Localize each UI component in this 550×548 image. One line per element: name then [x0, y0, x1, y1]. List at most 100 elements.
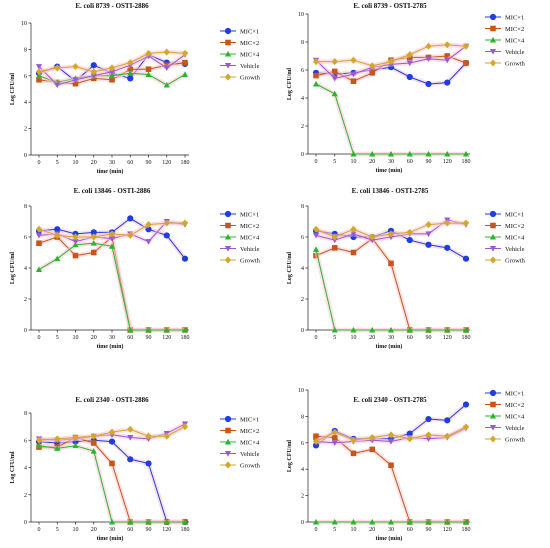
legend-label-growth: Growth [240, 462, 261, 469]
y-tick-label: 6 [24, 74, 27, 80]
legend-label-growth: Growth [240, 257, 261, 264]
data-point-growth [145, 221, 152, 229]
data-point-micx4 [145, 518, 152, 525]
x-tick-label: 180 [462, 159, 471, 165]
x-tick-label: 30 [388, 527, 394, 533]
x-tick-label: 30 [109, 335, 115, 341]
data-point-micx4 [35, 72, 43, 79]
data-point-micx4 [35, 442, 43, 449]
y-tick-label: 4 [24, 266, 27, 272]
x-tick-label: 180 [462, 527, 471, 533]
data-point-micx2 [350, 78, 357, 84]
data-point-micx4 [108, 518, 116, 525]
data-point-growth [145, 49, 152, 57]
chart-title: E. coli 2340 - OSTI-2785 [353, 396, 427, 404]
data-point-growth [54, 64, 61, 72]
series-growth [35, 423, 189, 444]
x-tick-label: 0 [315, 335, 318, 341]
legend-label-vehicle: Vehicle [505, 49, 525, 56]
y-tick-label: 6 [301, 441, 304, 447]
x-tick-label: 20 [369, 159, 375, 165]
series-line [315, 237, 466, 331]
chart-panel-3: E. coli 13846 - OSTI-2886 0 2 4 6 8 0 5 10 20 30 60… [10, 187, 261, 350]
data-point-micx4 [444, 326, 451, 333]
y-tick-label: 6 [24, 235, 27, 241]
legend-label-micx4: MIC×4 [240, 439, 260, 446]
data-point-micx2 [145, 66, 152, 72]
data-point-growth [462, 219, 470, 227]
chart-panel-1: E. coli 8739 - OSTI-2886 0 2 4 6 8 10 0 5 10 20 30 6… [10, 2, 261, 175]
data-point-micx4 [331, 90, 338, 97]
data-point-vehicle [312, 232, 320, 239]
x-tick-label: 5 [56, 160, 59, 166]
data-point-growth [163, 432, 170, 440]
y-axis-label: Log CFU/ml [10, 73, 16, 105]
data-point-micx2 [313, 72, 319, 79]
legend-label-micx2: MIC×2 [240, 223, 259, 230]
data-point-vehicle [108, 236, 116, 242]
x-tick-label: 30 [388, 159, 394, 165]
x-tick-label: 20 [91, 527, 97, 533]
data-point-micx2 [90, 440, 97, 446]
data-point-micx4 [462, 326, 470, 333]
data-point-micx4 [369, 518, 376, 525]
data-point-growth [350, 225, 357, 233]
data-point-growth [369, 62, 376, 70]
x-tick-label: 5 [333, 527, 336, 533]
series-growth [312, 423, 470, 446]
data-point-micx4 [350, 518, 357, 525]
legend-label-growth: Growth [505, 257, 526, 264]
legend: MIC×1 MIC×2 MIC×4 Vehicle Growth [485, 389, 526, 443]
data-point-vehicle [425, 231, 432, 237]
legend-label-micx2: MIC×2 [240, 428, 259, 435]
data-point-micx4 [145, 326, 152, 333]
legend: MIC×1 MIC×2 MIC×4 Vehicle Growth [485, 13, 526, 67]
y-tick-label: 4 [24, 466, 27, 472]
x-tick-label: 180 [181, 160, 190, 166]
y-axis-label: Log CFU/ml [287, 252, 293, 284]
data-point-growth [444, 432, 451, 440]
x-tick-label: 180 [462, 335, 471, 341]
legend-marker-vehicle [224, 246, 232, 252]
data-point-micx2 [331, 434, 338, 441]
data-point-growth [145, 432, 152, 440]
data-point-micx4 [108, 72, 116, 79]
data-point-vehicle [331, 75, 338, 82]
data-point-micx1 [462, 255, 470, 262]
data-point-micx1 [444, 79, 451, 86]
data-point-micx4 [425, 150, 432, 157]
series-line [315, 83, 466, 155]
y-tick-label: 8 [24, 204, 27, 210]
data-point-vehicle [406, 60, 413, 67]
data-point-growth [387, 230, 395, 238]
data-point-micx4 [181, 71, 189, 77]
x-tick-label: 10 [73, 335, 79, 341]
data-point-micx4 [406, 326, 413, 333]
legend-marker-vehicle [224, 63, 232, 69]
data-point-micx4 [90, 240, 97, 246]
data-point-micx4 [462, 150, 470, 157]
data-point-micx1 [444, 244, 451, 251]
legend-label-vehicle: Vehicle [505, 425, 525, 432]
x-tick-label: 10 [73, 527, 79, 533]
data-point-growth [444, 41, 451, 49]
x-tick-label: 10 [351, 335, 357, 341]
data-point-micx4 [127, 70, 134, 76]
series-growth [312, 219, 470, 241]
legend-marker-micx2 [490, 222, 496, 229]
data-point-growth [90, 68, 97, 76]
data-point-micx4 [350, 326, 357, 333]
legend-marker-micx4 [489, 233, 497, 240]
y-tick-label: 0 [301, 152, 304, 158]
data-point-growth [462, 423, 470, 431]
legend-marker-vehicle [489, 425, 497, 431]
data-point-micx2 [90, 249, 97, 256]
series-micx4 [35, 240, 189, 333]
data-point-micx4 [331, 326, 338, 333]
x-tick-label: 90 [146, 160, 152, 166]
data-point-micx1 [90, 62, 97, 69]
legend-marker-micx4 [224, 438, 232, 445]
x-tick-label: 90 [146, 335, 152, 341]
legend-marker-growth [489, 256, 497, 264]
data-point-micx4 [312, 518, 320, 525]
